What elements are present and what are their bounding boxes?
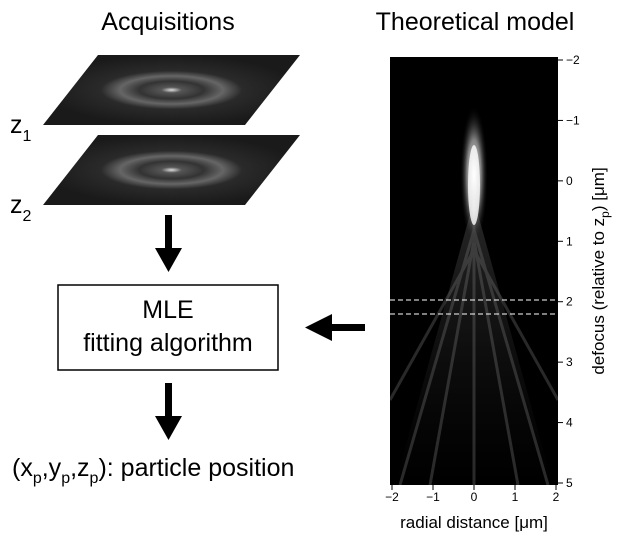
y-axis-label: defocus (relative to zp) [μm] xyxy=(589,167,612,374)
x-tick-label: −1 xyxy=(426,490,440,504)
result-text: (xp,yp,zp): particle position xyxy=(12,454,294,487)
text-segment: defocus (relative to z xyxy=(589,218,608,375)
plane-label-sub: 2 xyxy=(23,208,32,225)
y-tick-label: 0 xyxy=(566,174,573,188)
y-tick-label: 1 xyxy=(566,234,573,248)
x-tick-label: 1 xyxy=(512,490,519,504)
right-title: Theoretical model xyxy=(376,8,575,36)
text-segment: ,y xyxy=(42,454,62,482)
plane-label-sub: 1 xyxy=(23,128,32,145)
y-tick-label: −1 xyxy=(566,113,580,127)
figure: Acquisitions z1 z2 MLE fitting algorithm… xyxy=(0,0,622,538)
subscript: p xyxy=(33,470,42,487)
model-image xyxy=(390,57,558,485)
plane-label-main: z xyxy=(10,111,23,139)
plane-label: z2 xyxy=(10,191,32,225)
x-tick-label: −2 xyxy=(385,490,399,504)
arrow-down xyxy=(155,215,182,272)
y-tick-label: 4 xyxy=(566,416,573,430)
box-line: MLE xyxy=(142,296,193,324)
x-axis-label: radial distance [μm] xyxy=(400,513,548,532)
y-tick-label: −2 xyxy=(566,53,580,67)
arrow-down xyxy=(155,383,182,440)
plane-label-main: z xyxy=(10,191,23,219)
x-tick-label: 0 xyxy=(471,490,478,504)
left-title: Acquisitions xyxy=(101,8,234,36)
acquisition-plane xyxy=(43,135,300,205)
text-segment: ) [μm] xyxy=(589,167,608,211)
text-segment: (x xyxy=(12,454,33,482)
text-segment: ,z xyxy=(70,454,89,482)
x-tick-label: 2 xyxy=(553,490,560,504)
y-tick-label: 5 xyxy=(566,476,573,490)
y-tick-label: 2 xyxy=(566,295,573,309)
text-segment: ): particle position xyxy=(98,454,294,482)
plane-label: z1 xyxy=(10,111,32,145)
subscript: p xyxy=(90,470,99,487)
acquisition-plane xyxy=(43,55,300,125)
arrow-left xyxy=(305,314,365,341)
box-line: fitting algorithm xyxy=(83,329,253,357)
y-tick-label: 3 xyxy=(566,355,573,369)
subscript: p xyxy=(61,470,70,487)
